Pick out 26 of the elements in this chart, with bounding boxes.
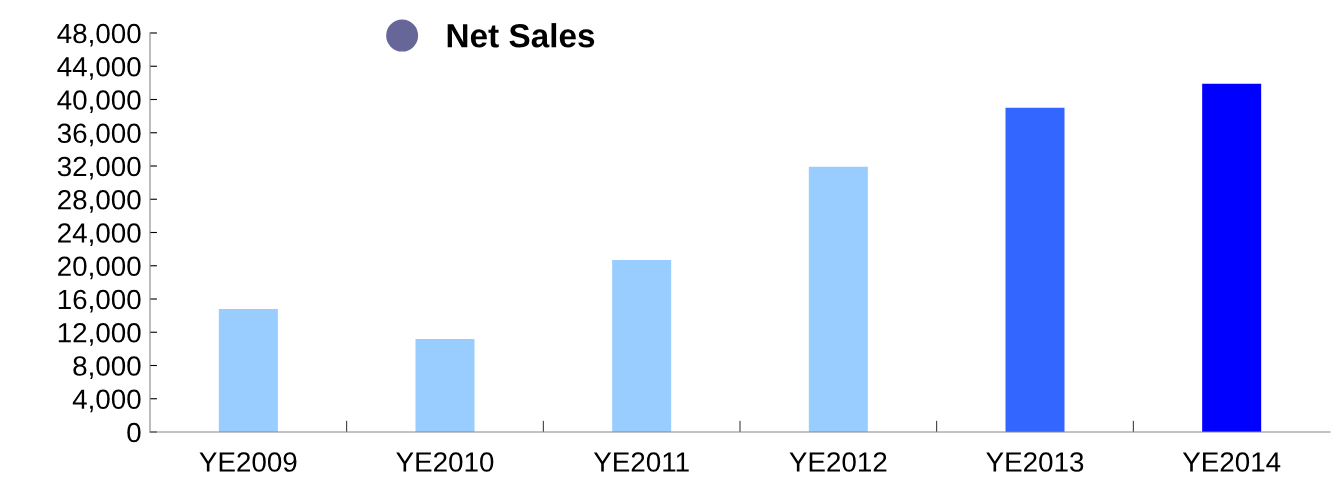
y-tick-label: 20,000 — [58, 256, 141, 280]
y-tick-label: 48,000 — [57, 23, 141, 47]
y-tick-label: 4,000 — [72, 389, 141, 413]
y-tick-label: 28,000 — [58, 189, 141, 213]
bar — [1005, 107, 1065, 432]
text: Net Sales — [447, 23, 595, 48]
bar — [612, 259, 672, 432]
bar — [808, 166, 868, 432]
bar — [1202, 83, 1262, 432]
x-tick-label: YE2014 — [1182, 452, 1281, 472]
bar — [415, 338, 475, 432]
x-tick-label: YE2010 — [396, 452, 494, 472]
x-tick-label: YE2013 — [986, 452, 1084, 472]
x-tick-label: YE2009 — [199, 452, 297, 472]
x-tick-label: YE2012 — [789, 452, 887, 472]
y-tick-label: 16,000 — [58, 289, 141, 313]
y-tick-label: 40,000 — [57, 90, 141, 114]
y-tick-label: 8,000 — [73, 356, 141, 380]
x-tick-label: YE2011 — [593, 452, 689, 472]
y-tick-label: 44,000 — [57, 56, 141, 80]
y-tick-label: 12,000 — [58, 322, 141, 346]
bar — [218, 308, 278, 432]
y-tick-label: 32,000 — [57, 156, 141, 180]
y-tick-label: 24,000 — [58, 223, 141, 247]
y-tick-label: 36,000 — [57, 123, 141, 147]
y-tick-label: 0 — [127, 422, 141, 443]
